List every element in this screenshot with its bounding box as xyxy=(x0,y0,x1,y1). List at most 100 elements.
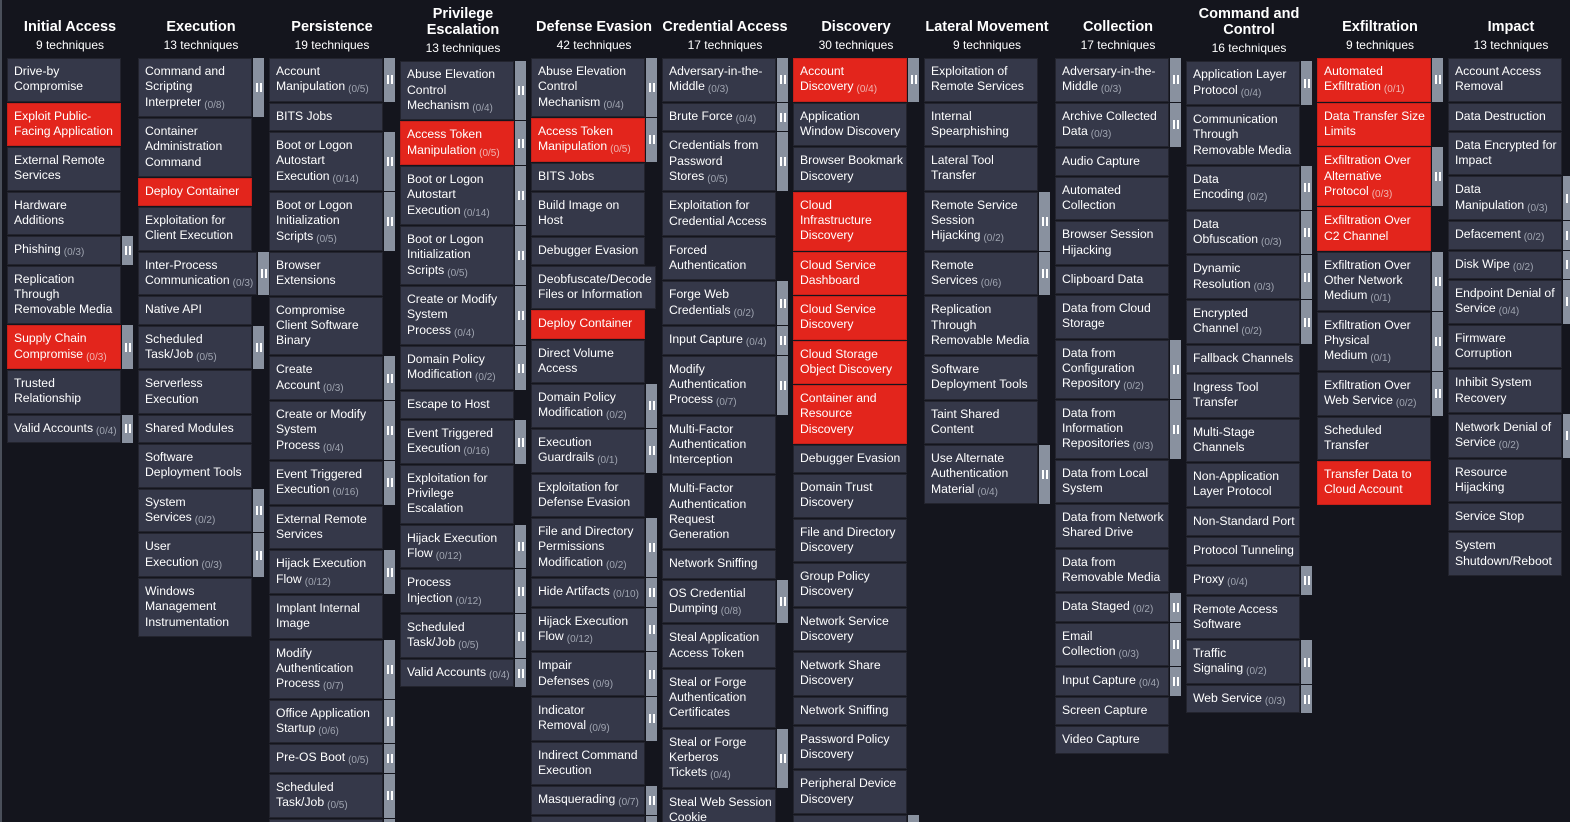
expand-subtechniques-button[interactable] xyxy=(515,121,526,166)
technique-cell[interactable]: Exfiltration Over C2 Channel xyxy=(1317,207,1431,251)
technique-cell[interactable]: Internal Spearphishing xyxy=(924,102,1038,146)
technique-cell[interactable]: Forge Web Credentials (0/2) xyxy=(662,281,776,325)
technique-cell[interactable]: Network Share Discovery xyxy=(793,652,907,696)
expand-subtechniques-button[interactable] xyxy=(1432,58,1443,102)
technique-cell[interactable]: Non-Standard Port xyxy=(1186,507,1300,536)
technique-cell[interactable]: Software Deployment Tools xyxy=(924,356,1038,400)
technique-cell[interactable]: Data Obfuscation (0/3) xyxy=(1186,210,1300,255)
expand-subtechniques-button[interactable] xyxy=(1301,255,1312,300)
expand-subtechniques-button[interactable] xyxy=(1039,251,1050,296)
expand-subtechniques-button[interactable] xyxy=(384,461,395,505)
technique-cell[interactable]: Deobfuscate/Decode Files or Information xyxy=(531,265,656,310)
technique-cell[interactable]: Abuse Elevation Control Mechanism (0/4) xyxy=(400,61,514,121)
expand-subtechniques-button[interactable] xyxy=(1432,251,1443,311)
technique-cell[interactable]: Lateral Tool Transfer xyxy=(924,147,1038,191)
technique-cell[interactable]: Network Sniffing xyxy=(662,550,776,579)
technique-cell[interactable]: File and Directory Permissions Modificat… xyxy=(531,518,645,577)
technique-cell[interactable]: Web Service (0/3) xyxy=(1186,684,1300,714)
technique-cell[interactable]: Data from Cloud Storage xyxy=(1055,295,1169,339)
technique-cell[interactable]: Impair Defenses (0/9) xyxy=(531,652,645,696)
technique-cell[interactable]: Protocol Tunneling xyxy=(1186,536,1300,566)
expand-subtechniques-button[interactable] xyxy=(1301,566,1312,595)
expand-subtechniques-button[interactable] xyxy=(1170,667,1181,696)
technique-cell[interactable]: Brute Force (0/4) xyxy=(662,102,776,132)
technique-cell[interactable]: Hijack Execution Flow (0/12) xyxy=(400,524,514,569)
expand-subtechniques-button[interactable] xyxy=(1432,311,1443,371)
expand-subtechniques-button[interactable] xyxy=(1301,640,1312,684)
technique-cell[interactable]: Serverless Execution xyxy=(138,370,252,414)
technique-cell[interactable]: Replication Through Removable Media xyxy=(7,265,121,325)
technique-cell[interactable]: Data Staged (0/2) xyxy=(1055,593,1169,622)
expand-subtechniques-button[interactable] xyxy=(1039,445,1050,504)
expand-subtechniques-button[interactable] xyxy=(253,58,264,117)
technique-cell[interactable]: Exfiltration Over Other Network Medium (0… xyxy=(1317,251,1431,311)
expand-subtechniques-button[interactable] xyxy=(515,524,526,569)
technique-cell[interactable]: Data from Local System xyxy=(1055,459,1169,503)
expand-subtechniques-button[interactable] xyxy=(122,414,133,443)
technique-cell[interactable]: Deploy Container xyxy=(138,177,252,206)
technique-cell[interactable]: Domain Policy Modification (0/2) xyxy=(400,346,514,390)
expand-subtechniques-button[interactable] xyxy=(1170,399,1181,459)
technique-cell[interactable]: Remote Access Software xyxy=(1186,595,1300,640)
technique-cell[interactable]: Browser Extensions xyxy=(269,252,383,296)
expand-subtechniques-button[interactable] xyxy=(646,58,657,117)
technique-cell[interactable]: Inhibit System Recovery xyxy=(1448,369,1562,413)
technique-cell[interactable]: System Shutdown/Reboot xyxy=(1448,532,1562,576)
technique-cell[interactable]: Video Capture xyxy=(1055,726,1169,755)
technique-cell[interactable]: Scheduled Task/Job (0/5) xyxy=(138,325,252,370)
expand-subtechniques-button[interactable] xyxy=(1563,221,1570,250)
technique-cell[interactable]: Create or Modify System Process (0/4) xyxy=(269,401,383,460)
expand-subtechniques-button[interactable] xyxy=(1301,210,1312,255)
expand-subtechniques-button[interactable] xyxy=(253,488,264,533)
expand-subtechniques-button[interactable] xyxy=(515,61,526,121)
expand-subtechniques-button[interactable] xyxy=(515,226,526,286)
expand-subtechniques-button[interactable] xyxy=(777,132,788,192)
expand-subtechniques-button[interactable] xyxy=(384,401,395,460)
expand-subtechniques-button[interactable] xyxy=(1170,593,1181,622)
expand-subtechniques-button[interactable] xyxy=(384,58,395,102)
technique-cell[interactable]: Hijack Execution Flow (0/12) xyxy=(269,550,383,594)
technique-cell[interactable]: Debugger Evasion xyxy=(531,236,645,265)
expand-subtechniques-button[interactable] xyxy=(384,699,395,744)
technique-cell[interactable]: Phishing (0/3) xyxy=(7,236,121,265)
technique-cell[interactable]: Boot or Logon Autostart Execution (0/14) xyxy=(269,132,383,191)
technique-cell[interactable]: Replication Through Removable Media xyxy=(924,296,1038,355)
technique-cell[interactable]: Modify Authentication Process(0/7) xyxy=(662,355,776,415)
technique-cell[interactable]: Exfiltration Over Alternative Protocol (0… xyxy=(1317,147,1431,207)
technique-cell[interactable]: Browser Bookmark Discovery xyxy=(793,147,907,191)
technique-cell[interactable]: Create Account (0/3) xyxy=(269,356,383,400)
expand-subtechniques-button[interactable] xyxy=(1039,191,1050,251)
technique-cell[interactable]: Masquerading (0/7) xyxy=(531,786,645,815)
technique-cell[interactable]: Automated Exfiltration (0/1) xyxy=(1317,58,1431,102)
technique-cell[interactable]: Domain Trust Discovery xyxy=(793,474,907,518)
technique-cell[interactable]: Create or Modify System Process (0/4) xyxy=(400,286,514,346)
expand-subtechniques-button[interactable] xyxy=(777,355,788,415)
expand-subtechniques-button[interactable] xyxy=(1170,622,1181,667)
expand-subtechniques-button[interactable] xyxy=(384,744,395,773)
technique-cell[interactable]: Supply Chain Compromise (0/3) xyxy=(7,325,121,369)
expand-subtechniques-button[interactable] xyxy=(515,658,526,688)
expand-subtechniques-button[interactable] xyxy=(777,102,788,132)
technique-cell[interactable]: Non-Application Layer Protocol xyxy=(1186,463,1300,507)
technique-cell[interactable]: Data from Information Repositories (0/3) xyxy=(1055,399,1169,459)
technique-cell[interactable]: Hijack Execution Flow (0/12) xyxy=(531,607,645,652)
technique-cell[interactable]: Valid Accounts (0/4) xyxy=(400,658,514,688)
technique-cell[interactable]: Screen Capture xyxy=(1055,696,1169,725)
technique-cell[interactable]: Browser Session Hijacking xyxy=(1055,221,1169,265)
technique-cell[interactable]: Data Encoding (0/2) xyxy=(1186,165,1300,210)
technique-cell[interactable]: Exfiltration Over Physical Medium (0/1) xyxy=(1317,311,1431,371)
technique-cell[interactable]: Proxy (0/4) xyxy=(1186,566,1300,595)
expand-subtechniques-button[interactable] xyxy=(1432,371,1443,416)
technique-cell[interactable]: Exploitation for Defense Evasion xyxy=(531,473,645,517)
technique-cell[interactable]: Firmware Corruption xyxy=(1448,324,1562,369)
technique-cell[interactable]: Use Alternate Authentication Material (0/… xyxy=(924,445,1038,504)
technique-cell[interactable]: Endpoint Denial of Service (0/4) xyxy=(1448,280,1562,324)
expand-subtechniques-button[interactable] xyxy=(1170,339,1181,399)
expand-subtechniques-button[interactable] xyxy=(777,326,788,355)
expand-subtechniques-button[interactable] xyxy=(646,578,657,607)
technique-cell[interactable]: External Remote Services xyxy=(269,505,383,550)
technique-cell[interactable]: Domain Policy Modification (0/2) xyxy=(531,384,645,428)
technique-cell[interactable]: Indicator Removal (0/9) xyxy=(531,697,645,741)
expand-subtechniques-button[interactable] xyxy=(777,58,788,102)
technique-cell[interactable]: Access Token Manipulation (0/5) xyxy=(400,121,514,166)
